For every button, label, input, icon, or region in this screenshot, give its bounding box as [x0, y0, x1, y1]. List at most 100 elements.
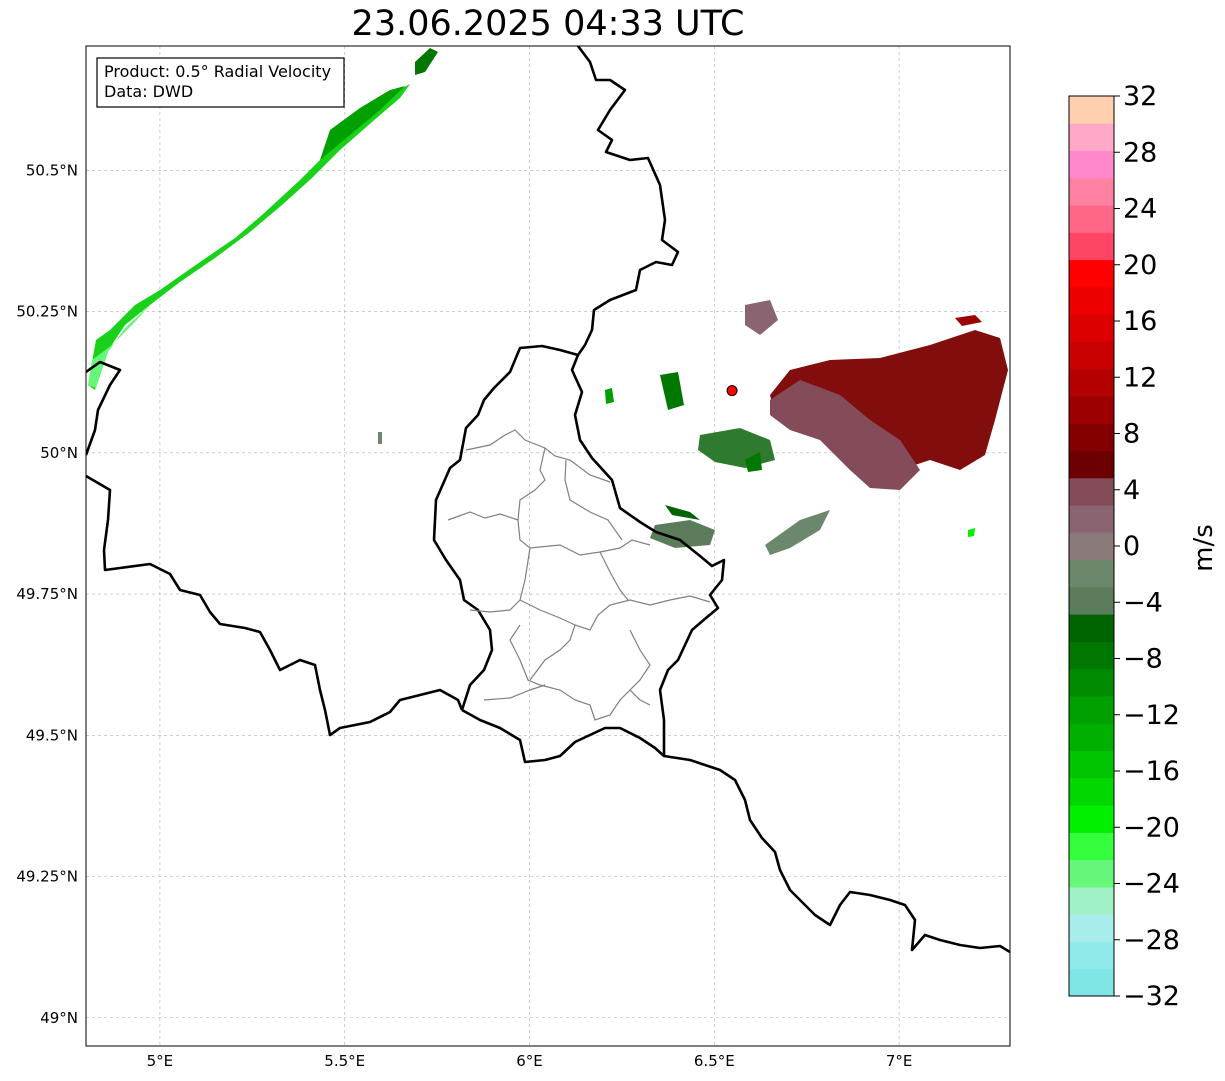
colorbar-bin	[1069, 205, 1114, 233]
colorbar-bin	[1069, 723, 1114, 752]
latitude-labels: 49°N 49.25°N 49.5°N 49.75°N 50°N 50.25°N 50.5°…	[16, 161, 78, 1026]
lon-tick-label: 5.5°E	[324, 1052, 365, 1070]
colorbar-bin	[1069, 423, 1114, 452]
info-box: Product: 0.5° Radial Velocity Data: DWD	[96, 57, 345, 108]
colorbar-ticks: 32 28 24 20 16 12 8 4 0 −4 −8 −12 −16 −20 −24 −28 −32	[1114, 81, 1180, 1012]
colorbar-bin	[1069, 968, 1114, 997]
echo-ne-spot	[955, 315, 982, 326]
colorbar-bin	[1069, 859, 1114, 888]
colorbar-bin	[1069, 668, 1114, 697]
colorbar-tick-label: −8	[1123, 644, 1163, 675]
colorbar-bin	[1069, 886, 1114, 915]
colorbar-bin	[1069, 586, 1114, 615]
colorbar-bin	[1069, 614, 1114, 642]
colorbar-tick-label: −12	[1123, 700, 1180, 731]
echo-sw-strip	[660, 372, 684, 410]
colorbar-bin	[1069, 177, 1114, 206]
echo-band-nw	[88, 84, 410, 390]
lon-tick-label: 5°E	[147, 1052, 174, 1070]
colorbar-bin	[1069, 259, 1114, 288]
echo-band-nw-tip	[415, 48, 438, 75]
lat-tick-label: 50°N	[40, 444, 78, 462]
echo-small-2	[378, 432, 382, 444]
colorbar-bin	[1069, 832, 1114, 861]
colorbar-tick-label: −28	[1123, 925, 1180, 956]
border-lu-fr-be	[432, 344, 579, 711]
info-product: Product: 0.5° Radial Velocity	[104, 62, 331, 81]
colorbar-bin	[1069, 341, 1114, 370]
longitude-labels: 5°E 5.5°E 6°E 6.5°E 7°E	[147, 1052, 913, 1070]
colorbar-label: m/s	[1189, 524, 1219, 572]
colorbar-bin	[1069, 777, 1114, 806]
colorbar-bin	[1069, 396, 1114, 424]
colorbar-bin	[1069, 232, 1114, 261]
country-borders	[86, 46, 1010, 954]
colorbar-bin	[1069, 559, 1114, 588]
colorbar-bin	[1069, 914, 1114, 942]
border-be-de	[570, 46, 726, 756]
colorbar-tick-label: 20	[1123, 250, 1157, 281]
colorbar-tick-label: 4	[1123, 475, 1140, 506]
map-frame	[85, 45, 1011, 1047]
lat-tick-label: 49.25°N	[16, 868, 78, 886]
colorbar-bin	[1069, 941, 1114, 970]
colorbar-tick-label: −24	[1123, 869, 1180, 900]
lon-tick-label: 6.5°E	[694, 1052, 735, 1070]
info-data-source: Data: DWD	[104, 82, 193, 101]
echo-east-speckle	[745, 300, 778, 335]
lon-tick-label: 7°E	[886, 1052, 913, 1070]
colorbar-tick-label: −4	[1123, 587, 1163, 618]
echo-south-weak	[650, 520, 715, 548]
colorbar-bin	[1069, 123, 1114, 152]
colorbar-tick-label: −16	[1123, 756, 1180, 787]
colorbar-bin	[1069, 150, 1114, 179]
colorbar-bin	[1069, 286, 1114, 315]
colorbar-tick-label: −20	[1123, 812, 1180, 843]
echo-small-3	[968, 528, 975, 537]
colorbar-tick-label: 32	[1123, 81, 1157, 112]
colorbar-tick-label: 8	[1123, 419, 1140, 450]
radar-echoes	[88, 48, 1008, 555]
lon-tick-label: 6°E	[516, 1052, 543, 1070]
echo-small-4	[665, 505, 700, 520]
lat-tick-label: 49.5°N	[26, 726, 78, 744]
lat-tick-label: 49.75°N	[16, 585, 78, 603]
colorbar-tick-label: 12	[1123, 362, 1157, 393]
map-title: 23.06.2025 04:33 UTC	[351, 4, 745, 44]
colorbar-bin	[1069, 505, 1114, 533]
colorbar-bin	[1069, 696, 1114, 724]
colorbar-bin	[1069, 314, 1114, 342]
colorbar-tick-label: −32	[1123, 981, 1180, 1012]
echo-band-nw-upper	[320, 86, 405, 160]
radar-site-marker[interactable]	[726, 385, 738, 397]
colorbar-tick-label: 28	[1123, 137, 1157, 168]
echo-se-weak	[765, 510, 830, 555]
echo-band-nw-edge	[88, 305, 150, 388]
colorbar-tick-label: 16	[1123, 306, 1157, 337]
colorbar-bin	[1069, 477, 1114, 506]
lat-tick-label: 50.5°N	[26, 161, 78, 179]
border-be-nl-west	[86, 360, 122, 456]
colorbar-bin	[1069, 96, 1114, 124]
echo-small-5	[745, 452, 762, 472]
colorbar-tick-label: 0	[1123, 531, 1140, 562]
colorbar-bin	[1069, 532, 1114, 561]
colorbar-tick-label: 24	[1123, 194, 1157, 225]
colorbar-bin	[1069, 450, 1114, 479]
echo-east-positive	[770, 330, 1008, 480]
graticule	[86, 46, 1010, 1046]
border-fr-be-west	[86, 474, 464, 737]
echo-east-weak	[770, 380, 920, 490]
admin-boundaries	[447, 429, 711, 721]
colorbar-bin	[1069, 641, 1114, 670]
border-fr-de-south	[461, 708, 1010, 954]
colorbar-bins	[1069, 96, 1114, 997]
colorbar-bin	[1069, 368, 1114, 397]
echo-small-1	[605, 388, 614, 404]
lat-tick-label: 50.25°N	[16, 303, 78, 321]
lat-tick-label: 49°N	[40, 1009, 78, 1027]
colorbar-bin	[1069, 750, 1114, 779]
colorbar-bin	[1069, 805, 1114, 833]
